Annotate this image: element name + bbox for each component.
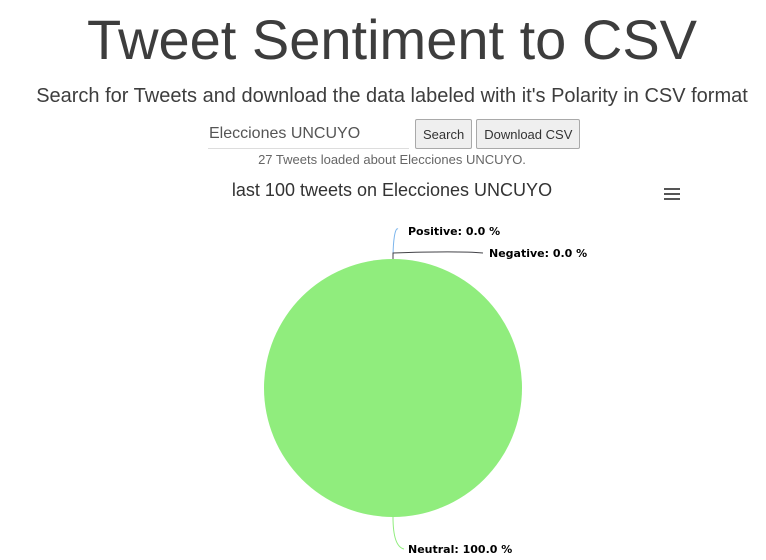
chart-title: last 100 tweets on Elecciones UNCUYO <box>231 180 553 200</box>
data-label-positive: Positive: 0.0 % <box>408 225 500 238</box>
search-input[interactable] <box>208 119 409 149</box>
download-csv-button[interactable]: Download CSV <box>476 119 581 149</box>
search-bar: Search Download CSV <box>208 118 584 150</box>
pie-labels: Positive: 0.0 % Negative: 0.0 % Neutral: 1… <box>408 225 587 556</box>
data-label-negative: Negative: 0.0 % <box>489 247 587 260</box>
hamburger-menu-icon[interactable] <box>660 185 684 205</box>
pie-connectors <box>392 228 484 550</box>
data-label-neutral: Neutral: 100.0 % <box>408 543 512 556</box>
search-button[interactable]: Search <box>415 119 473 149</box>
connector-negative <box>392 251 484 259</box>
status-text: 27 Tweets loaded about Elecciones UNCUYO… <box>258 152 526 167</box>
page-title: Tweet Sentiment to CSV <box>86 8 698 71</box>
pie-slice-neutral[interactable] <box>264 259 522 517</box>
connector-neutral <box>392 516 405 550</box>
pie-slices <box>264 259 522 517</box>
connector-positive <box>392 228 399 260</box>
page-subtitle: Search for Tweets and download the data … <box>36 85 748 107</box>
